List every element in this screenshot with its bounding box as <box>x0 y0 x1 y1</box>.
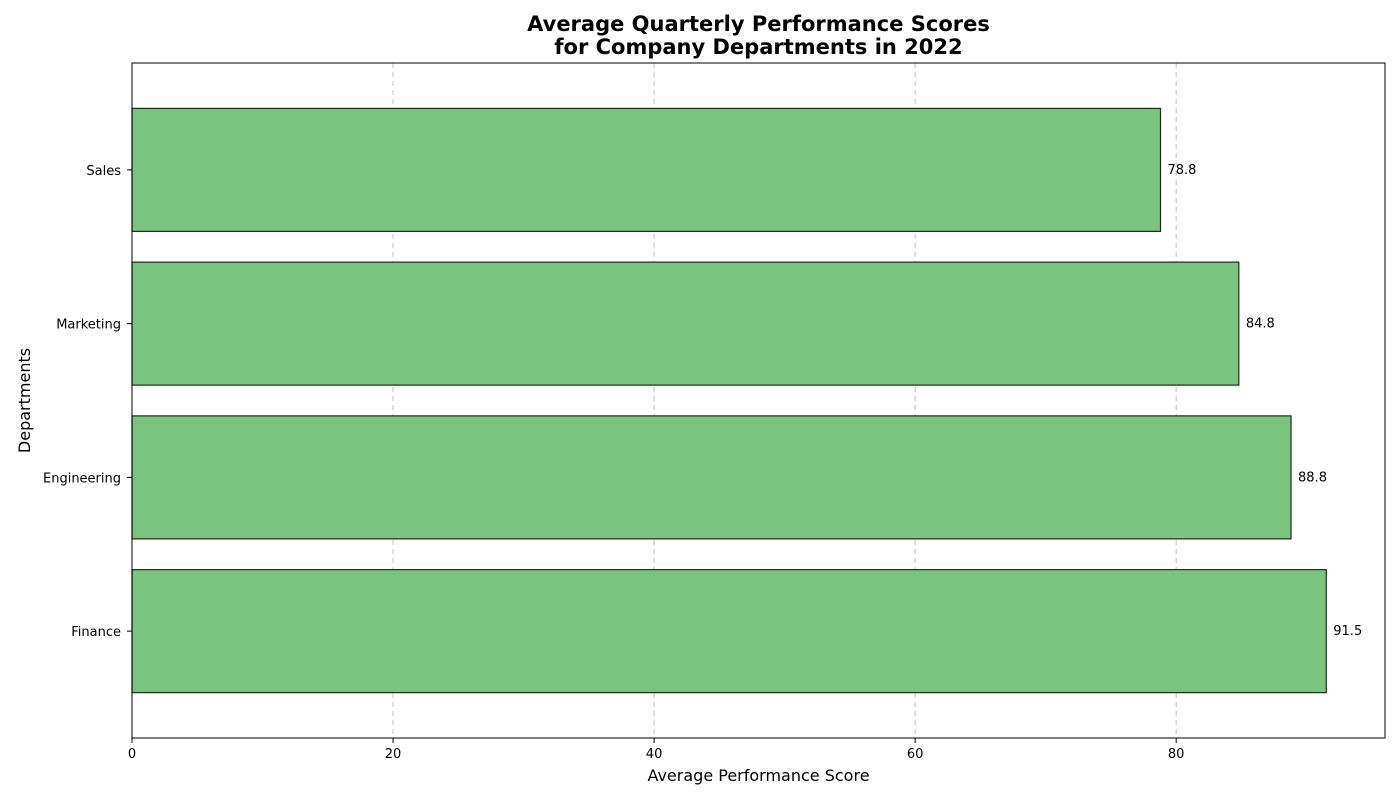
y-tick-label: Engineering <box>43 471 121 486</box>
chart-title-line-2: for Company Departments in 2022 <box>554 35 962 59</box>
value-label: 84.8 <box>1246 317 1275 332</box>
bar-sales <box>131 107 1162 232</box>
value-label: 91.5 <box>1333 624 1362 639</box>
chart-title-line-1: Average Quarterly Performance Scores <box>527 12 990 36</box>
y-axis-label: Departments <box>15 348 34 453</box>
x-tick-label: 40 <box>646 747 663 762</box>
y-tick-label: Marketing <box>56 318 121 333</box>
value-labels: 91.5 88.8 84.8 78.8 <box>1168 163 1363 639</box>
y-tick-label: Finance <box>71 625 121 640</box>
value-label: 78.8 <box>1168 163 1197 178</box>
x-tick-label: 0 <box>128 747 136 762</box>
x-tick-label: 80 <box>1168 747 1185 762</box>
x-ticks: 0 20 40 60 80 <box>128 738 1185 762</box>
x-tick-label: 20 <box>385 747 402 762</box>
bar-finance <box>131 569 1327 694</box>
y-tick-label: Sales <box>86 164 121 179</box>
bars <box>131 107 1327 694</box>
bar-marketing <box>131 261 1240 386</box>
x-axis-label: Average Performance Score <box>647 766 869 785</box>
bar-engineering <box>131 415 1292 540</box>
y-ticks: Finance Engineering Marketing Sales <box>43 164 132 640</box>
value-label: 88.8 <box>1298 470 1327 485</box>
x-tick-label: 60 <box>907 747 924 762</box>
plot-frame <box>131 62 1386 739</box>
